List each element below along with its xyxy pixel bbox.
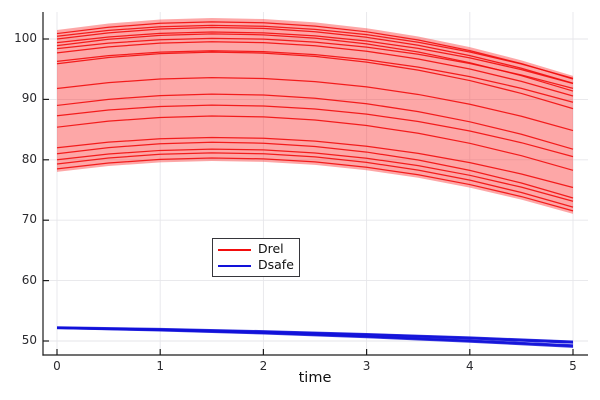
drel-trajectory — [56, 50, 574, 103]
drel-trajectory — [56, 104, 574, 158]
drel-trajectory — [56, 157, 574, 212]
drel-trajectory — [56, 115, 574, 171]
y-tick-label: 60 — [21, 272, 37, 287]
y-tick-label: 50 — [21, 333, 37, 347]
x-tick-label: 5 — [569, 359, 577, 373]
drel-trajectory — [56, 21, 574, 80]
x-tick-label: 1 — [156, 359, 164, 373]
dsafe-line-swatch — [218, 264, 251, 267]
drel-line-swatch — [218, 248, 251, 251]
x-tick-label: 0 — [53, 359, 61, 373]
drel-trajectory — [56, 152, 574, 208]
y-tick-label: 70 — [21, 212, 37, 227]
drel-trajectory — [56, 141, 574, 199]
dsafe-trajectory — [56, 327, 574, 348]
drel-trajectory — [56, 26, 574, 84]
drel-trajectory — [56, 31, 574, 85]
x-tick-label: 2 — [259, 359, 268, 373]
legend: Drel Dsafe — [212, 238, 300, 277]
drel-trajectory — [56, 148, 574, 202]
x-tick-label: 4 — [465, 359, 474, 373]
legend-item-dsafe: Dsafe — [218, 258, 294, 274]
legend-item-drel: Drel — [218, 242, 294, 258]
drel-trajectory — [56, 41, 574, 97]
y-tick-label: 90 — [21, 91, 37, 106]
drel-uncertainty-band — [57, 18, 573, 214]
drel-trajectory — [56, 77, 574, 132]
drel-trajectory — [56, 136, 574, 189]
drel-trajectory — [56, 37, 574, 90]
x-axis-title: time — [298, 370, 332, 386]
drel-trajectory — [56, 51, 574, 110]
y-tick-label: 80 — [21, 151, 37, 166]
drel-trajectory — [56, 24, 574, 79]
drel-trajectory — [56, 93, 574, 150]
legend-label-dsafe: Dsafe — [258, 257, 294, 273]
x-tick-label: 3 — [362, 359, 371, 373]
y-tick-label: 100 — [14, 31, 37, 45]
legend-label-drel: Drel — [258, 241, 284, 257]
